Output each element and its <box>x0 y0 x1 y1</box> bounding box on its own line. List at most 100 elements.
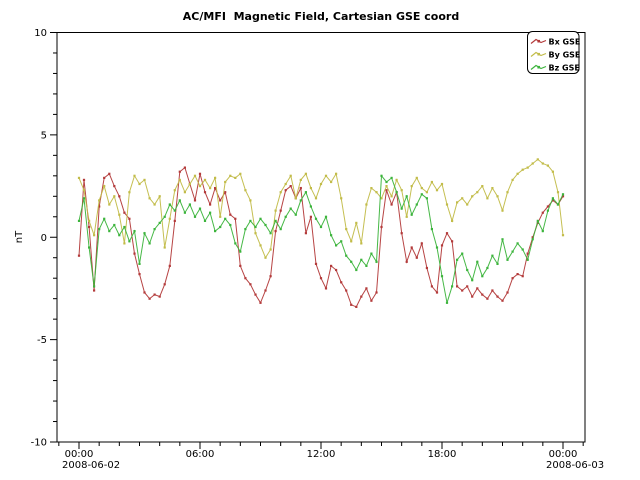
data-point-marker <box>289 207 292 210</box>
data-point-marker <box>435 291 439 294</box>
data-point-marker <box>466 285 469 288</box>
data-point-marker <box>279 209 282 212</box>
data-point-marker <box>259 301 262 304</box>
y-axis-tick-label: 0 <box>41 233 47 244</box>
data-point-marker <box>476 191 479 194</box>
data-point-marker <box>330 264 333 267</box>
data-point-marker <box>183 211 186 214</box>
data-point-marker <box>521 168 524 171</box>
data-point-marker <box>521 248 524 251</box>
data-point-marker <box>440 244 444 247</box>
data-point-marker <box>546 209 549 212</box>
data-point-marker <box>219 215 222 218</box>
data-point-marker <box>173 189 176 192</box>
data-point-marker <box>193 174 197 177</box>
y-axis-tick-label: 10 <box>34 28 47 39</box>
data-point-marker <box>546 164 549 167</box>
data-point-marker <box>335 172 338 175</box>
data-point-marker <box>415 176 418 179</box>
data-point-marker <box>456 258 459 261</box>
data-point-marker <box>264 289 267 292</box>
data-point-marker <box>209 211 212 214</box>
data-point-marker <box>198 172 202 175</box>
data-point-marker <box>430 285 433 288</box>
data-point-marker <box>309 205 312 208</box>
data-point-marker <box>395 178 398 181</box>
data-point-marker <box>148 197 151 200</box>
y-axis-label: nT <box>14 230 25 243</box>
data-point-marker <box>476 260 479 263</box>
data-point-marker <box>77 176 81 179</box>
data-point-marker <box>214 230 217 233</box>
legend-entry-label-by-gse: By GSE <box>549 51 581 60</box>
y-axis-tick-label: 5 <box>41 130 47 141</box>
series-line-by-gse <box>78 158 564 259</box>
data-point-marker <box>561 193 565 196</box>
data-point-marker <box>531 238 534 241</box>
data-point-marker <box>289 174 292 177</box>
data-point-marker <box>496 195 499 198</box>
data-point-marker <box>168 203 171 206</box>
data-point-marker <box>410 185 413 188</box>
data-point-marker <box>461 197 464 200</box>
data-point-marker <box>82 197 86 200</box>
data-point-marker <box>103 217 106 220</box>
data-point-marker <box>324 287 328 290</box>
data-point-marker <box>355 268 358 272</box>
data-point-marker <box>148 297 151 300</box>
data-point-marker <box>319 225 323 229</box>
data-point-marker <box>451 219 454 222</box>
data-point-marker <box>123 242 126 245</box>
data-point-marker <box>284 215 287 218</box>
data-point-marker <box>158 195 161 198</box>
data-point-marker <box>209 203 212 206</box>
data-point-marker <box>440 275 444 278</box>
data-point-marker <box>506 291 509 294</box>
data-point-marker <box>324 174 328 177</box>
data-point-marker <box>481 275 484 278</box>
x-axis-date-label: 2008-06-03 <box>546 460 604 471</box>
data-point-marker <box>435 246 439 249</box>
data-point-marker <box>82 189 86 192</box>
data-point-marker <box>330 180 333 184</box>
data-point-marker <box>249 199 252 202</box>
data-point-marker <box>385 185 388 188</box>
data-point-marker <box>158 295 161 298</box>
data-point-marker <box>511 178 514 181</box>
data-point-marker <box>224 180 227 184</box>
data-point-marker <box>203 178 207 181</box>
data-point-marker <box>234 176 237 179</box>
data-point-marker <box>168 264 171 267</box>
y-axis-tick-label: -5 <box>37 335 47 346</box>
data-point-marker <box>430 180 433 184</box>
data-point-marker <box>173 219 176 222</box>
data-point-marker <box>274 209 277 212</box>
data-point-marker <box>380 225 383 229</box>
data-point-marker <box>219 199 222 202</box>
data-point-marker <box>491 254 494 257</box>
data-point-marker <box>360 258 363 261</box>
data-point-marker <box>133 230 136 233</box>
x-axis-tick-label: 00:00 <box>549 449 578 460</box>
data-point-marker <box>244 189 247 192</box>
data-point-marker <box>526 258 529 261</box>
data-point-marker <box>193 199 197 202</box>
legend-entry-label-bz-gse: Bz GSE <box>549 64 580 73</box>
data-point-marker <box>340 197 343 200</box>
data-point-marker <box>93 285 96 288</box>
data-point-marker <box>249 283 252 286</box>
data-point-marker <box>526 166 529 169</box>
data-point-marker <box>501 238 504 241</box>
data-point-marker <box>309 215 312 218</box>
data-point-marker <box>430 228 433 231</box>
data-point-marker <box>461 252 464 255</box>
data-point-marker <box>466 268 469 272</box>
data-point-marker <box>98 228 101 231</box>
legend-swatch-marker-by-gse <box>537 52 540 56</box>
data-point-marker <box>355 221 358 224</box>
data-point-marker <box>435 189 439 192</box>
data-point-marker <box>415 256 418 259</box>
data-point-marker <box>88 246 91 249</box>
data-point-marker <box>380 197 383 200</box>
